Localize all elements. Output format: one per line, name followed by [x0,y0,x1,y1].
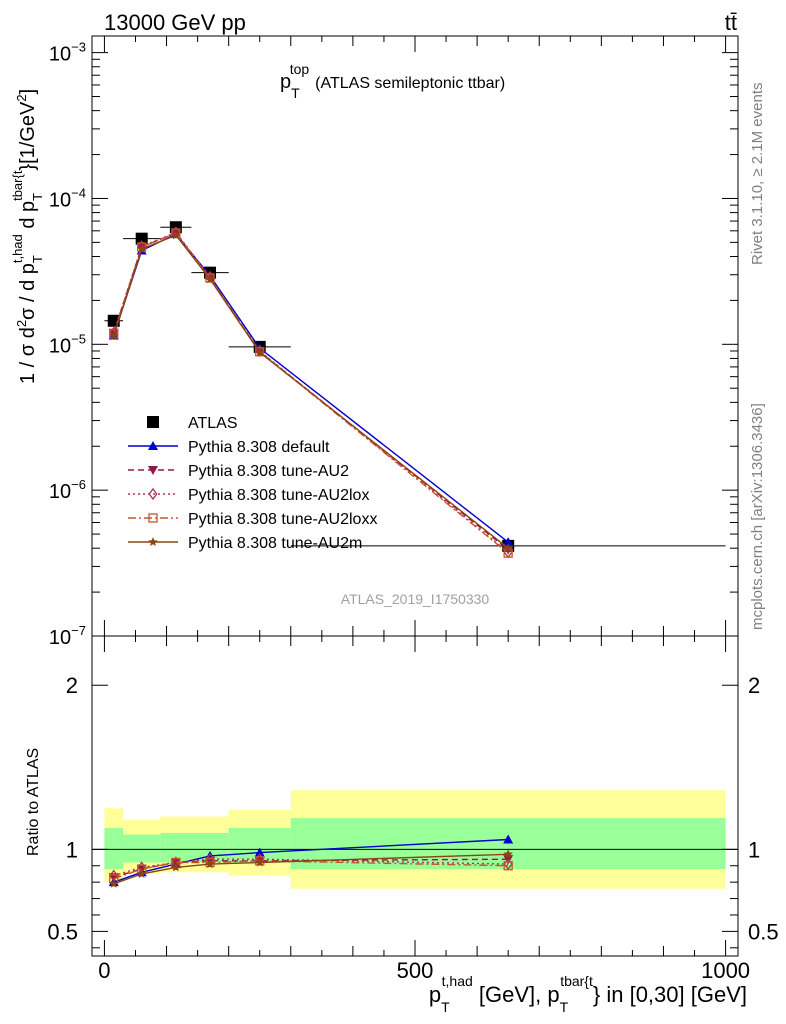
x-tick-label: 500 [397,958,434,983]
legend: ATLAS Pythia 8.308 default Pythia 8.308 tu… [128,415,377,552]
ratio-frame [91,635,739,957]
ratio-line-pythia-8-308-tune-au2loxx [113,860,509,880]
ratio-point-pythia-8-308-default [503,834,514,844]
ratio-y-tick-label: 1 [66,837,78,862]
uncertainty-band-inner [160,832,229,863]
x-tick-label: 1000 [701,958,750,983]
collision-label: 13000 GeV pp [104,10,246,35]
legend-marker [147,416,159,428]
x-axis-label: pTt,had [GeV], pTtbar{t} in [0,30] [GeV] [429,973,747,1015]
ratio-point-pythia-8-308-tune-au2loxx [205,857,215,868]
point-pythia-8-308-default [503,537,514,547]
legend-label: ATLAS [188,415,238,432]
point-atlas [107,314,120,327]
main-y-tick-label: 10−4 [49,185,86,211]
ratio-point-pythia-8-308-tune-au2m [205,859,215,869]
legend-label: Pythia 8.308 tune-AU2loxx [188,511,377,528]
uncertainty-band-inner [104,828,124,870]
main-y-tick-label: 10−6 [49,477,86,503]
point-pythia-8-308-tune-au2m [503,543,513,553]
title-p: p [280,71,291,93]
ratio-line-pythia-8-308-tune-au2m [113,853,509,885]
legend-label: Pythia 8.308 tune-AU2m [188,535,362,552]
title-rest: (ATLAS semileptonic ttbar) [315,75,505,92]
main-y-tick-label: 10−3 [49,40,86,66]
legend-label: Pythia 8.308 tune-AU2lox [188,487,369,504]
title-sup: top [290,61,310,77]
ratio-line-pythia-8-308-tune-au2 [113,858,509,878]
main-y-axis-label: 1 / σ d2σ / d pTt,had d pTtbar{t}[1/GeV2… [10,89,45,384]
ratio-point-pythia-8-308-tune-au2m [171,862,181,872]
ratio-point-pythia-8-308-tune-au2m [136,868,147,878]
title-sub: T [291,85,300,101]
ratio-panel: 0.5 0.5 1 1 2 2 0 500 1000 [47,635,779,983]
legend-marker [148,487,158,501]
main-y-tick-label: 10−5 [49,331,86,357]
legend-marker [148,513,158,523]
ratio-point-pythia-8-308-tune-au2loxx [255,856,265,866]
point-pythia-8-308-tune-au2m [255,347,265,357]
ratio-point-pythia-8-308-tune-au2m [109,878,119,888]
series-line-pythia-8-308-tune-au2m [113,234,509,549]
ratio-y-tick-label-right: 0.5 [748,919,779,944]
point-pythia-8-308-tune-au2m [205,274,215,284]
ratio-y-axis-label: Ratio to ATLAS [25,748,42,856]
ratio-y-tick-label: 0.5 [47,919,78,944]
legend-marker [148,441,158,450]
ratio-line-pythia-8-308-tune-au2lox [113,858,509,877]
legend-entry-pythia-8-308-tune-au2lox: Pythia 8.308 tune-AU2lox [128,487,369,504]
ratio-point-pythia-8-308-tune-au2m [503,849,513,859]
legend-entry-atlas: ATLAS [147,415,238,432]
main-panel: 10−7 10−6 10−5 10−4 10−3 [49,35,739,649]
legend-entry-pythia-8-308-tune-au2: Pythia 8.308 tune-AU2 [128,463,349,480]
analysis-watermark: ATLAS_2019_I1750330 [341,591,490,607]
legend-label: Pythia 8.308 default [188,439,330,456]
ratio-point-pythia-8-308-tune-au2loxx [503,861,513,871]
legend-label: Pythia 8.308 tune-AU2 [188,463,349,480]
legend-entry-pythia-8-308-default: Pythia 8.308 default [128,439,330,456]
uncertainty-band-inner [123,834,161,863]
process-label: tt̄ [725,10,737,35]
ratio-point-pythia-8-308-default [254,847,265,857]
plot-title: pTtop (ATLAS semileptonic ttbar) [280,61,505,101]
ratio-point-pythia-8-308-tune-au2m [255,857,265,867]
point-pythia-8-308-tune-au2m [171,230,181,240]
legend-entry-pythia-8-308-tune-au2loxx: Pythia 8.308 tune-AU2loxx [128,511,377,528]
rivet-version-label: Rivet 3.1.10, ≥ 2.1M events [749,83,766,266]
x-tick-label: 0 [98,958,110,983]
legend-marker [148,537,158,546]
point-pythia-8-308-tune-au2m [109,331,119,341]
main-y-tick-label: 10−7 [49,623,86,649]
ratio-line-pythia-8-308-default [113,838,509,883]
point-pythia-8-308-tune-au2m [136,244,147,254]
legend-marker [148,466,158,475]
legend-entry-pythia-8-308-tune-au2m: Pythia 8.308 tune-AU2m [128,535,362,552]
ratio-y-tick-label: 2 [66,673,78,698]
point-atlas [135,232,148,245]
ratio-y-tick-label-right: 2 [748,673,760,698]
mcplots-label: mcplots.cern.ch [arXiv:1306.3436] [749,403,766,630]
ratio-y-tick-label-right: 1 [748,837,760,862]
